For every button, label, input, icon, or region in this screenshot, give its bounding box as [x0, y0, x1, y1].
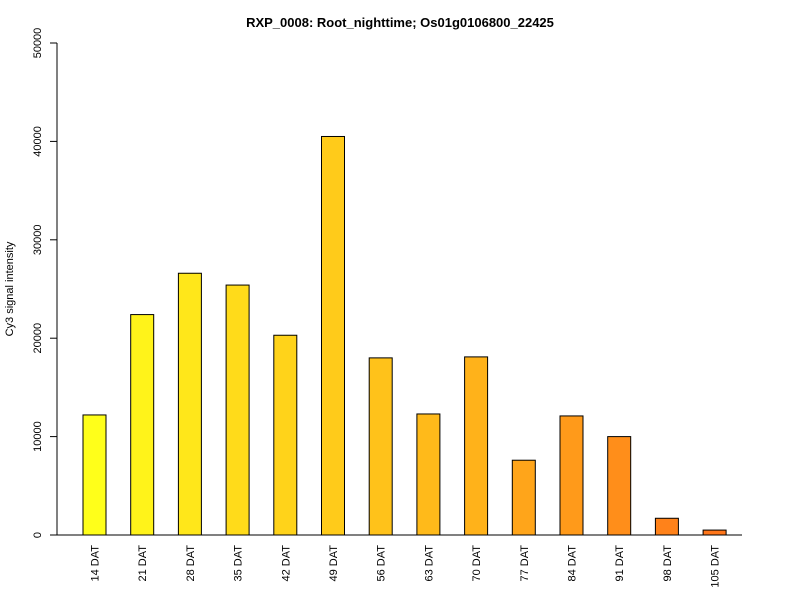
bar	[702, 529, 727, 536]
bar	[416, 413, 441, 536]
bar	[321, 135, 345, 536]
x-tick-label: 49 DAT	[328, 545, 340, 582]
x-tick-label: 56 DAT	[376, 545, 388, 582]
x-tick-label: 28 DAT	[185, 545, 197, 582]
bar	[177, 272, 202, 536]
y-tick-label: 20000	[32, 323, 44, 354]
bar	[273, 334, 298, 536]
chart-title: RXP_0008: Root_nighttime; Os01g0106800_2…	[246, 15, 554, 30]
bar	[464, 356, 489, 536]
bar	[511, 459, 536, 536]
bar	[82, 414, 107, 536]
x-tick-label: 84 DAT	[567, 545, 579, 582]
x-tick-label: 77 DAT	[519, 545, 531, 582]
x-tick-label: 98 DAT	[662, 545, 674, 582]
y-tick-label: 0	[32, 532, 44, 538]
y-axis-label: Cy3 signal intensity	[4, 241, 16, 336]
x-tick-label: 14 DAT	[90, 545, 102, 582]
y-axis: 0 10000 20000 30000 40000 50000	[32, 28, 58, 538]
x-tick-labels: 14 DAT 21 DAT 28 DAT 35 DAT 42 DAT 49 DAT 56 D…	[90, 545, 722, 588]
x-tick-label: 70 DAT	[471, 545, 483, 582]
bar	[368, 357, 393, 536]
bars	[82, 135, 727, 536]
bar	[130, 314, 155, 536]
bar	[225, 284, 250, 536]
x-tick-label: 42 DAT	[280, 545, 292, 582]
x-tick-label: 91 DAT	[614, 545, 626, 582]
x-tick-label: 21 DAT	[137, 545, 149, 582]
bar	[607, 436, 632, 536]
x-tick-label: 105 DAT	[710, 545, 722, 588]
y-tick-label: 40000	[32, 126, 44, 157]
y-tick-label: 50000	[32, 28, 44, 59]
bar	[654, 517, 679, 536]
y-tick-label: 30000	[32, 225, 44, 256]
x-tick-label: 35 DAT	[233, 545, 245, 582]
bar	[559, 415, 584, 536]
x-tick-label: 63 DAT	[423, 545, 435, 582]
y-tick-label: 10000	[32, 421, 44, 452]
